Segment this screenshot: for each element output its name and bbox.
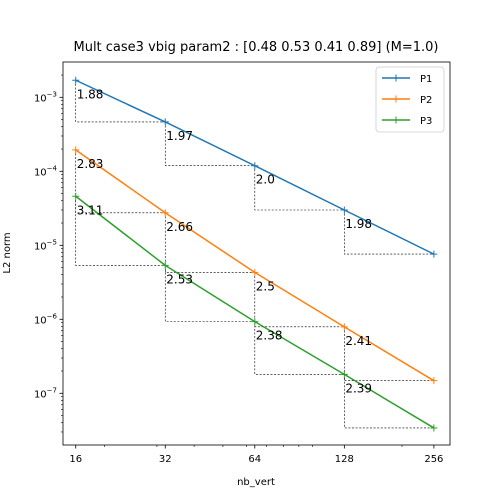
x-tick-label: 64	[248, 454, 261, 465]
slope-label: 2.41	[345, 334, 372, 348]
slope-triangle	[164, 121, 255, 167]
slope-triangle	[75, 149, 166, 214]
x-tick-label: 32	[159, 454, 172, 465]
series-marker-P3	[161, 261, 169, 269]
slope-triangle	[164, 212, 255, 273]
series-marker-P1	[161, 118, 169, 126]
slope-label: 2.39	[345, 381, 372, 395]
slope-triangle	[254, 321, 345, 375]
series-marker-P3	[430, 424, 438, 432]
series-marker-P2	[251, 268, 259, 276]
series-marker-P3	[340, 370, 348, 378]
series-marker-P1	[430, 250, 438, 258]
slope-triangle	[344, 374, 434, 429]
slope-label: 2.66	[166, 220, 193, 234]
y-tick-label: 10−3	[34, 90, 57, 104]
slope-triangle	[344, 326, 434, 381]
series-marker-P2	[430, 377, 438, 385]
series-marker-P1	[72, 76, 80, 84]
legend-marker-P3	[392, 116, 400, 124]
slope-label: 1.97	[166, 129, 193, 143]
legend-label-P3: P3	[420, 116, 432, 127]
slope-label: 1.98	[345, 217, 372, 231]
series-marker-P2	[161, 209, 169, 217]
x-axis-label: nb_vert	[237, 477, 275, 488]
slope-label: 1.88	[77, 87, 104, 101]
slope-label: 2.0	[256, 173, 275, 187]
series-marker-P1	[251, 162, 259, 170]
axes-frame	[62, 61, 451, 446]
slope-triangle	[75, 80, 166, 123]
series-marker-P3	[251, 318, 259, 326]
slope-triangle	[344, 209, 434, 255]
series-marker-P3	[72, 192, 80, 200]
x-tick-label: 256	[424, 454, 443, 465]
slope-triangle	[254, 165, 345, 211]
slope-label: 2.83	[77, 157, 104, 171]
slope-label: 3.11	[77, 203, 104, 217]
y-tick-label: 10−6	[34, 312, 58, 326]
slope-triangle	[75, 196, 166, 266]
legend-marker-P2	[392, 95, 400, 103]
series-marker-P2	[72, 146, 80, 154]
x-tick-label: 16	[69, 454, 82, 465]
plot-area: 1.88 1.97 2.0 1.98 2.83 2.66 2.5 2.41 3.11 2.53 2.…	[34, 61, 451, 465]
series-marker-P1	[340, 206, 348, 214]
slope-label: 2.53	[166, 272, 193, 286]
slope-triangle	[164, 265, 255, 322]
slope-label: 2.38	[256, 329, 283, 343]
legend-label-P2: P2	[420, 95, 432, 106]
y-axis-label: L2 norm	[2, 232, 13, 273]
chart-title: Mult case3 vbig param2 : [0.48 0.53 0.41…	[73, 40, 438, 55]
y-tick-label: 10−4	[34, 164, 58, 178]
series-marker-P2	[340, 323, 348, 331]
slope-label: 2.5	[256, 279, 275, 293]
legend-marker-P1	[392, 74, 400, 82]
y-tick-label: 10−7	[34, 386, 57, 400]
x-tick-label: 128	[335, 454, 354, 465]
legend-label-P1: P1	[420, 74, 432, 85]
y-tick-label: 10−5	[34, 238, 57, 252]
legend: P1 P2 P3	[375, 66, 445, 133]
